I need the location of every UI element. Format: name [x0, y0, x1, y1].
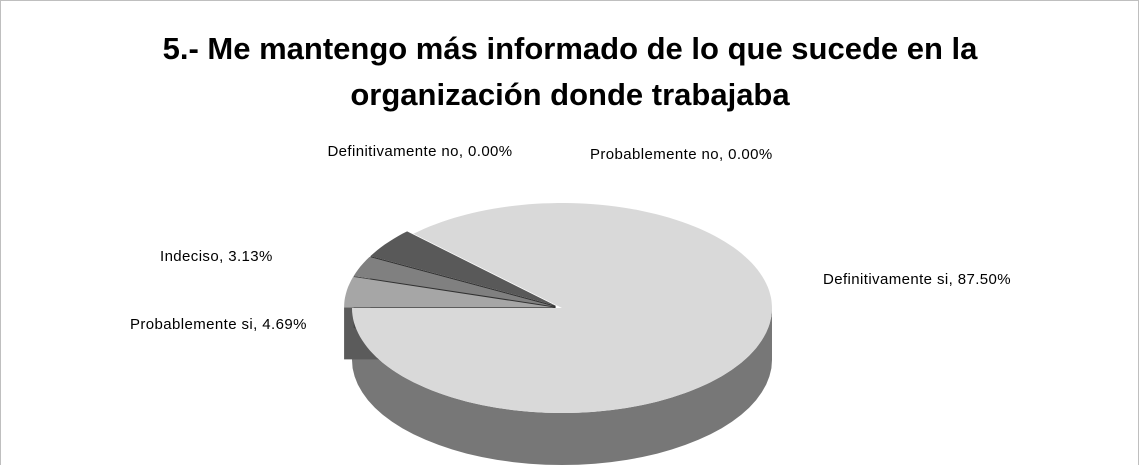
slice: [353, 256, 555, 307]
data-label: Probablemente si, 4.69%: [130, 316, 307, 333]
slice: [370, 231, 556, 306]
data-label: Probablemente no, 0.00%: [590, 146, 773, 163]
data-label: Definitivamente no, 0.00%: [327, 143, 513, 160]
data-label: Indeciso, 3.13%: [160, 248, 273, 265]
slice-side: [352, 308, 772, 465]
slice: [352, 203, 772, 413]
slice: [344, 276, 555, 308]
data-label: Definitivamente si, 87.50%: [823, 271, 1011, 288]
chart-title: 5.- Me mantengo más informado de lo que …: [162, 31, 978, 112]
